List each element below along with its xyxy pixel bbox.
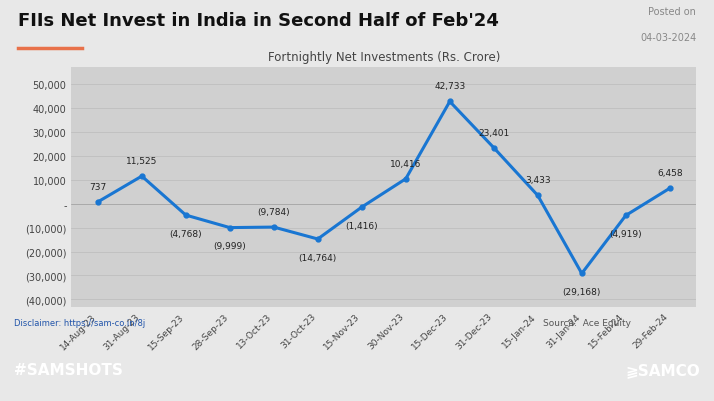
Text: (1,416): (1,416) bbox=[346, 221, 378, 231]
Text: (4,919): (4,919) bbox=[610, 230, 642, 239]
Title: Fortnightly Net Investments (Rs. Crore): Fortnightly Net Investments (Rs. Crore) bbox=[268, 51, 500, 64]
Text: 11,525: 11,525 bbox=[126, 157, 158, 166]
Text: (9,784): (9,784) bbox=[258, 207, 290, 217]
Text: 04-03-2024: 04-03-2024 bbox=[640, 33, 696, 43]
Text: Source:  Ace Equity: Source: Ace Equity bbox=[543, 318, 630, 327]
Text: (4,768): (4,768) bbox=[169, 229, 202, 238]
Text: ⫺SAMCO: ⫺SAMCO bbox=[625, 363, 700, 377]
Text: 6,458: 6,458 bbox=[657, 169, 683, 178]
Text: (14,764): (14,764) bbox=[298, 253, 337, 262]
Text: #SAMSHOTS: #SAMSHOTS bbox=[14, 363, 123, 377]
Text: (29,168): (29,168) bbox=[563, 288, 601, 297]
Text: 42,733: 42,733 bbox=[434, 82, 466, 91]
Text: 3,433: 3,433 bbox=[525, 176, 550, 185]
Text: Posted on: Posted on bbox=[648, 7, 696, 17]
Text: 10,416: 10,416 bbox=[390, 159, 421, 168]
Text: 737: 737 bbox=[89, 182, 106, 191]
Text: (9,999): (9,999) bbox=[213, 242, 246, 251]
Text: Disclaimer: https://sam-co.in/8j: Disclaimer: https://sam-co.in/8j bbox=[14, 318, 146, 327]
Text: 23,401: 23,401 bbox=[478, 128, 509, 137]
Text: FIIs Net Invest in India in Second Half of Feb'24: FIIs Net Invest in India in Second Half … bbox=[18, 12, 498, 30]
